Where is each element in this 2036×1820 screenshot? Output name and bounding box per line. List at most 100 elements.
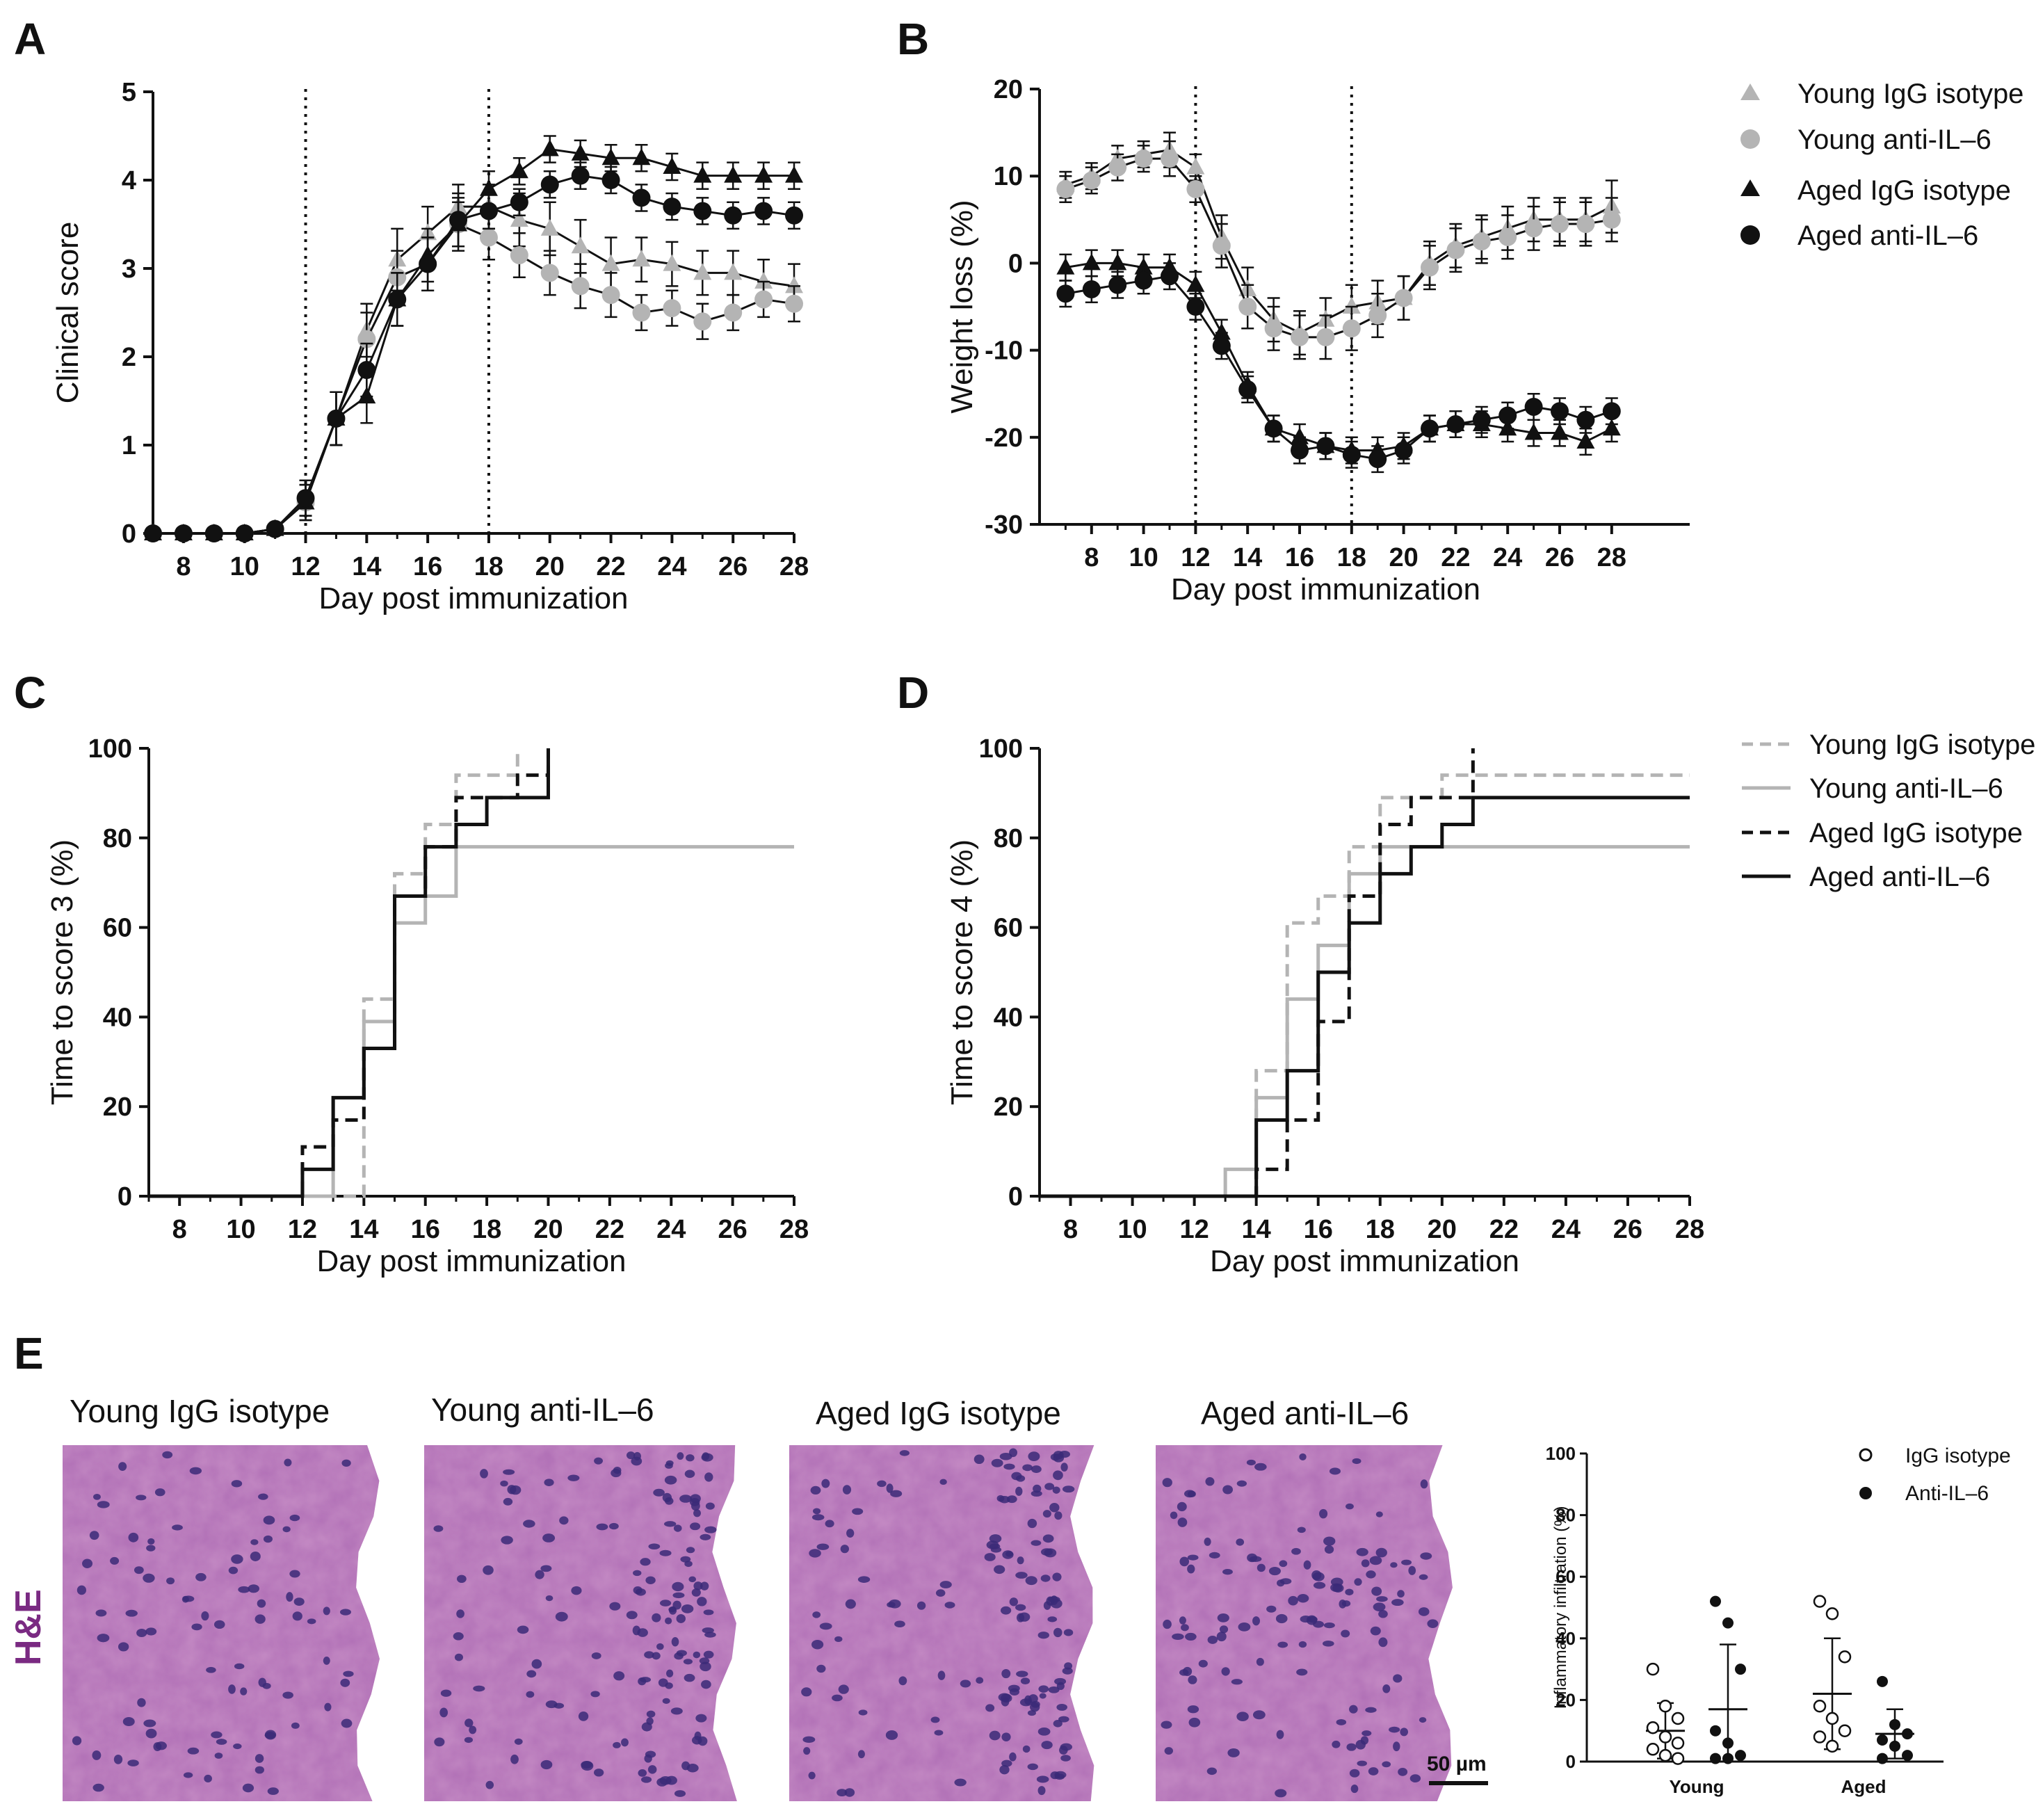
x-tick-label: 20 — [535, 552, 565, 581]
nucleus — [1418, 1607, 1430, 1616]
nucleus — [206, 1666, 216, 1673]
nucleus — [631, 1456, 643, 1466]
nucleus — [571, 1586, 582, 1595]
nucleus — [693, 1509, 701, 1517]
x-tick-label: 14 — [352, 552, 381, 581]
data-point — [1108, 253, 1127, 271]
nucleus — [1332, 1584, 1344, 1593]
nucleus — [204, 1774, 212, 1783]
nucleus — [676, 1614, 686, 1623]
nucleus — [659, 1776, 672, 1785]
nucleus — [700, 1581, 709, 1591]
nucleus — [653, 1488, 665, 1497]
data-point — [601, 254, 620, 271]
nucleus — [593, 1769, 604, 1777]
nucleus — [1207, 1636, 1218, 1644]
nucleus — [216, 1739, 227, 1745]
nucleus — [1246, 1459, 1256, 1466]
nucleus — [674, 1790, 686, 1797]
nucleus — [1187, 1554, 1199, 1561]
data-point — [1722, 1617, 1734, 1629]
nucleus — [500, 1480, 508, 1487]
x-tick-label: 10 — [1129, 543, 1158, 572]
nucleus — [540, 1759, 553, 1770]
nucleus — [825, 1520, 834, 1528]
data-point — [479, 179, 498, 196]
nucleus — [250, 1551, 261, 1561]
nucleus — [1297, 1594, 1309, 1603]
nucleus — [340, 1678, 350, 1687]
nucleus — [1319, 1508, 1328, 1519]
data-point — [1342, 319, 1361, 338]
nucleus — [676, 1650, 687, 1657]
nucleus — [183, 1772, 193, 1778]
data-point — [1291, 427, 1309, 444]
nucleus — [97, 1501, 110, 1508]
nucleus — [837, 1789, 848, 1797]
nucleus — [343, 1670, 354, 1677]
nucleus — [1323, 1536, 1336, 1546]
nucleus — [1276, 1730, 1284, 1739]
x-tick-label: 8 — [172, 1215, 187, 1244]
nucleus — [1022, 1745, 1031, 1753]
nucleus — [341, 1718, 353, 1728]
nucleus — [816, 1664, 826, 1673]
y-tick-label: 60 — [103, 914, 132, 943]
data-point — [1524, 219, 1543, 238]
nucleus — [1391, 1599, 1404, 1606]
legend-label: Young IgG isotype — [1797, 79, 2023, 109]
nucleus — [162, 1451, 173, 1459]
nucleus — [323, 1656, 330, 1665]
y-tick-label: 20 — [994, 1093, 1023, 1122]
he-caption: Aged anti-IL–6 — [1201, 1395, 1409, 1431]
nucleus — [640, 1776, 652, 1783]
nucleus — [1378, 1610, 1388, 1618]
step-line — [1040, 748, 1475, 1198]
nucleus — [1009, 1597, 1019, 1606]
nucleus — [187, 1747, 200, 1755]
nucleus — [1062, 1667, 1073, 1675]
nucleus — [701, 1680, 711, 1689]
nucleus — [688, 1576, 697, 1583]
nucleus — [263, 1515, 275, 1525]
y-tick-label: 0 — [1008, 249, 1023, 278]
nucleus — [1354, 1578, 1362, 1586]
nucleus — [697, 1597, 707, 1606]
series-line — [1065, 261, 1613, 452]
data-point — [1576, 215, 1595, 234]
x-tick-label: 24 — [657, 552, 686, 581]
nucleus — [1031, 1465, 1042, 1473]
y-axis-label: Time to score 4 (%) — [945, 839, 979, 1105]
data-point — [724, 206, 743, 225]
nucleus — [991, 1458, 1003, 1467]
nucleus — [679, 1495, 692, 1503]
nucleus — [1382, 1761, 1391, 1768]
nucleus — [700, 1533, 711, 1540]
series-line — [1065, 275, 1613, 460]
y-tick-label: 4 — [122, 166, 136, 195]
nucleus — [659, 1549, 672, 1556]
nucleus — [1252, 1710, 1266, 1720]
nucleus — [1054, 1511, 1063, 1520]
nucleus — [681, 1604, 694, 1613]
chart-e-inflammatory-infiltration: 0 20 40 60 80 100 Young Aged Inflammatory infilt… — [1546, 1443, 1944, 1797]
nucleus — [985, 1704, 995, 1712]
nucleus — [1227, 1748, 1240, 1757]
y-tick-label: 100 — [88, 734, 132, 764]
legend-circle-icon — [1740, 225, 1760, 245]
nucleus — [464, 1737, 474, 1744]
nucleus — [248, 1584, 259, 1593]
data-point — [1134, 150, 1153, 168]
data-point — [1735, 1664, 1746, 1675]
nucleus — [703, 1609, 714, 1616]
legend-label: Young anti-IL–6 — [1809, 773, 2003, 804]
x-tick-label: 28 — [1597, 543, 1626, 572]
nucleus — [689, 1498, 700, 1506]
nucleus — [672, 1581, 684, 1592]
data-point — [479, 228, 498, 247]
nucleus — [154, 1488, 165, 1497]
y-tick-label: 40 — [1556, 1628, 1576, 1649]
nucleus — [1427, 1619, 1439, 1628]
nucleus — [1053, 1719, 1063, 1728]
nucleus — [984, 1553, 996, 1561]
